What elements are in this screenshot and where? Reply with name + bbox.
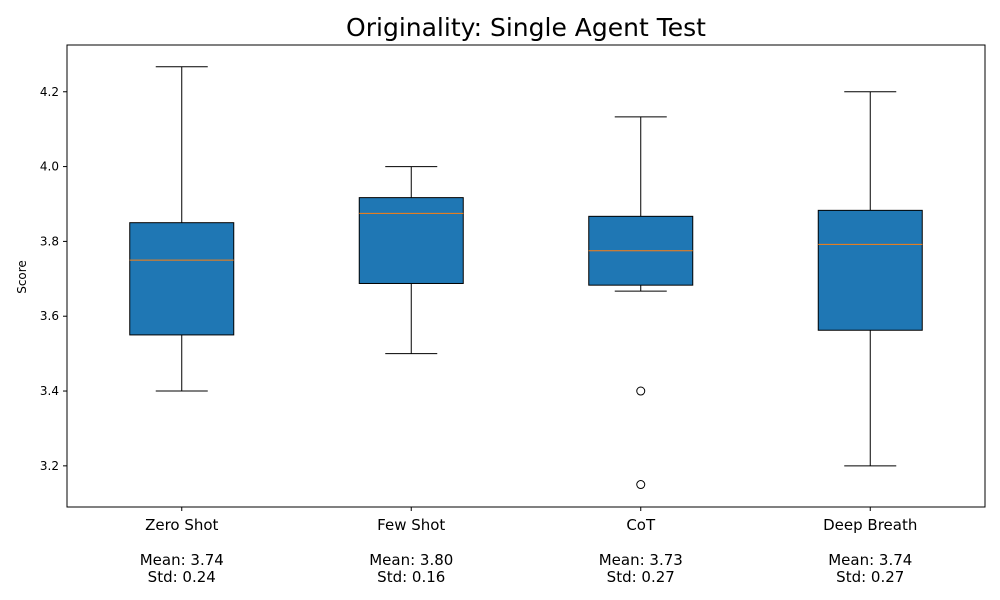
iqr-box [358,197,464,284]
y-tick-label: 4.2 [40,85,59,99]
x-tick-label: Zero Shot [145,516,218,534]
y-axis-label: Score [15,260,29,294]
x-tick-label: Few Shot [377,516,445,534]
y-tick-label: 3.4 [40,384,59,398]
chart-title: Originality: Single Agent Test [346,13,706,42]
mean-label: Mean: 3.80 [369,551,453,569]
box-group [358,166,464,355]
plot-frame [66,44,986,508]
x-tick-label: CoT [626,516,656,534]
x-tick-label: Deep Breath [823,516,917,534]
mean-label: Mean: 3.74 [828,551,912,569]
outlier-point [636,480,646,490]
mean-label: Mean: 3.74 [140,551,224,569]
outlier-point [636,386,646,396]
plot-area [129,66,923,490]
std-label: Std: 0.27 [607,568,675,586]
y-tick-label: 4.0 [40,160,59,174]
std-label: Std: 0.16 [377,568,445,586]
iqr-box [129,222,235,336]
mean-label: Mean: 3.73 [599,551,683,569]
std-label: Std: 0.27 [836,568,904,586]
y-tick-label: 3.6 [40,309,59,323]
box-group [129,66,235,392]
iqr-box [817,209,923,331]
y-tick-label: 3.2 [40,459,59,473]
box-group [588,116,694,490]
y-axis: 3.2 3.4 3.6 3.8 4.0 4.2 [40,85,67,473]
std-label: Std: 0.24 [148,568,216,586]
y-tick-label: 3.8 [40,234,59,248]
box-group [817,91,923,467]
